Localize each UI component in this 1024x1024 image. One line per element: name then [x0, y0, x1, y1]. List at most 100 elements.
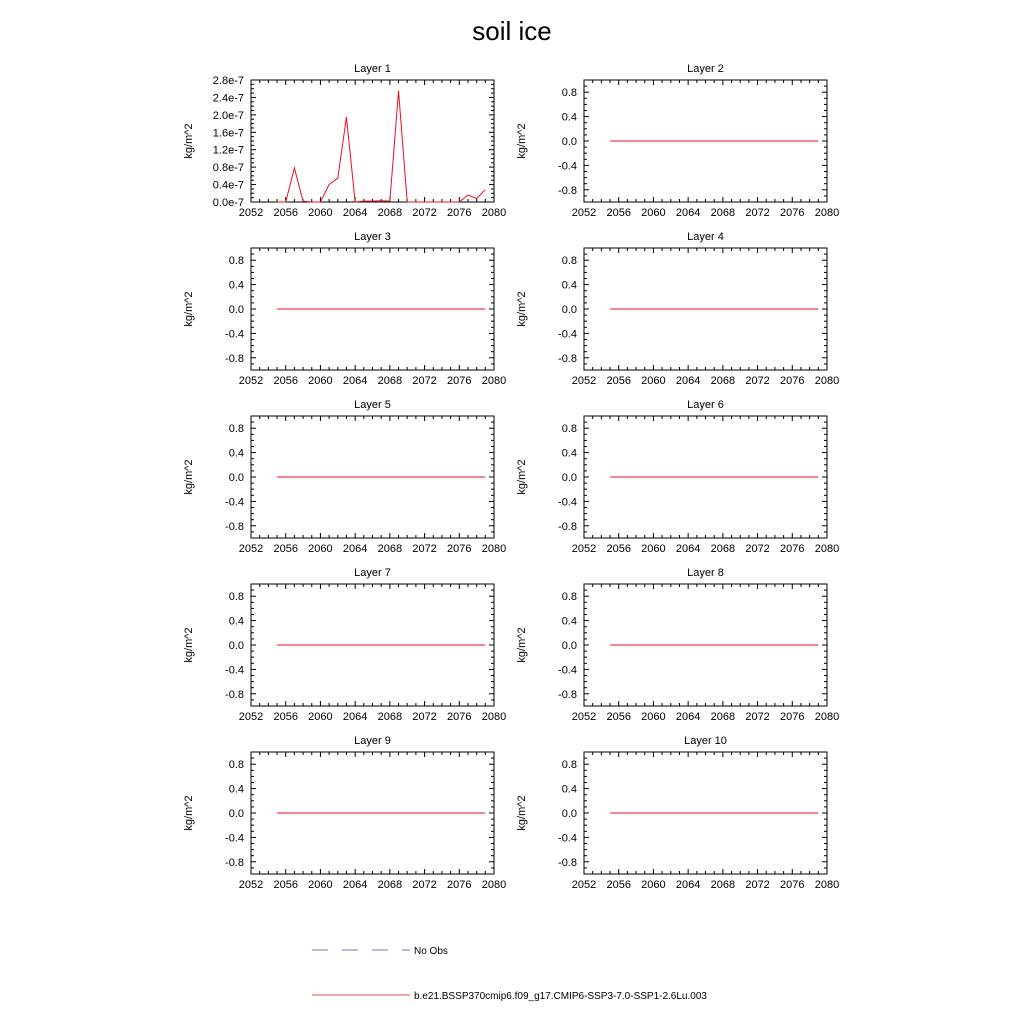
x-tick-label: 2080 — [815, 207, 839, 219]
y-tick-label: 0.4e-7 — [213, 180, 244, 192]
panel-layer-1: Layer 1 kg/m^2 2052 2056 2060 2064 2068 2072 207… — [183, 63, 506, 219]
y-tick-label: 0.4 — [229, 280, 244, 292]
x-tick-label: 2064 — [676, 879, 700, 891]
x-tick-label: 2076 — [780, 375, 804, 387]
panel-title: Layer 5 — [354, 399, 391, 411]
y-axis-label: kg/m^2 — [516, 459, 528, 494]
panel-title: Layer 3 — [354, 231, 391, 243]
y-tick-label: -0.8 — [558, 185, 577, 197]
series-line-model — [277, 90, 486, 203]
y-tick-label: -0.8 — [558, 521, 577, 533]
panel-title: Layer 8 — [687, 567, 724, 579]
x-tick-label: 2056 — [273, 879, 297, 891]
x-tick-label: 2076 — [780, 543, 804, 555]
x-tick-label: 2080 — [815, 879, 839, 891]
x-tick-label: 2056 — [273, 543, 297, 555]
x-tick-label: 2080 — [815, 543, 839, 555]
x-tick-label: 2072 — [745, 879, 769, 891]
y-tick-label: -0.8 — [225, 353, 244, 365]
x-tick-label: 2056 — [273, 207, 297, 219]
x-tick-label: 2060 — [641, 543, 665, 555]
x-tick-label: 2072 — [745, 375, 769, 387]
y-tick-label: 0.8 — [229, 423, 244, 435]
x-tick-label: 2052 — [572, 375, 596, 387]
y-tick-label: -0.8 — [558, 857, 577, 869]
panel-layer-7: Layer 7 kg/m^2 2052 2056 2060 2064 2068 2072 207… — [183, 567, 506, 723]
x-tick-label: 2056 — [273, 375, 297, 387]
y-axis-label: kg/m^2 — [183, 123, 195, 158]
y-tick-label: -0.8 — [225, 689, 244, 701]
x-tick-label: 2076 — [447, 375, 471, 387]
panel-title: Layer 10 — [684, 735, 727, 747]
x-tick-label: 2080 — [482, 543, 506, 555]
legend: No Obs b.e21.BSSP370cmip6.f09_g17.CMIP6-S… — [312, 946, 707, 1002]
x-tick-label: 2076 — [447, 711, 471, 723]
panel-title: Layer 6 — [687, 399, 724, 411]
x-tick-label: 2060 — [308, 375, 332, 387]
x-tick-label: 2080 — [815, 711, 839, 723]
y-tick-label: 0.4 — [562, 616, 577, 628]
y-axis-label: kg/m^2 — [516, 291, 528, 326]
y-axis-label: kg/m^2 — [516, 795, 528, 830]
x-tick-label: 2052 — [239, 711, 263, 723]
y-tick-label: 0.4 — [229, 616, 244, 628]
y-axis-label: kg/m^2 — [183, 795, 195, 830]
x-tick-label: 2060 — [308, 543, 332, 555]
x-tick-label: 2072 — [745, 711, 769, 723]
legend-label-obs: No Obs — [414, 946, 448, 957]
y-tick-label: 0.4 — [229, 784, 244, 796]
x-tick-label: 2072 — [412, 711, 436, 723]
x-tick-label: 2060 — [641, 207, 665, 219]
x-tick-label: 2052 — [239, 207, 263, 219]
y-tick-label: -0.4 — [225, 664, 244, 676]
panel-layer-6: Layer 6 kg/m^2 2052 2056 2060 2064 2068 2072 207… — [516, 399, 839, 555]
x-tick-label: 2068 — [378, 207, 402, 219]
y-axis-label: kg/m^2 — [516, 123, 528, 158]
x-tick-label: 2064 — [343, 375, 367, 387]
x-tick-label: 2056 — [606, 711, 630, 723]
y-tick-label: 2.8e-7 — [213, 75, 244, 87]
y-tick-label: 0.0 — [229, 808, 244, 820]
x-tick-label: 2060 — [641, 711, 665, 723]
panel-layer-9: Layer 9 kg/m^2 2052 2056 2060 2064 2068 2072 207… — [183, 735, 506, 891]
x-tick-label: 2076 — [447, 543, 471, 555]
y-tick-label: -0.4 — [558, 328, 577, 340]
y-tick-label: 0.8 — [562, 87, 577, 99]
y-axis-label: kg/m^2 — [183, 627, 195, 662]
x-tick-label: 2072 — [412, 207, 436, 219]
panel-title: Layer 9 — [354, 735, 391, 747]
y-tick-label: -0.8 — [225, 857, 244, 869]
x-tick-label: 2064 — [676, 543, 700, 555]
y-tick-label: 1.2e-7 — [213, 145, 244, 157]
y-tick-label: 0.4 — [562, 112, 577, 124]
plot-frame — [250, 79, 495, 203]
y-axis-label: kg/m^2 — [516, 627, 528, 662]
x-tick-label: 2068 — [378, 375, 402, 387]
x-tick-label: 2072 — [745, 543, 769, 555]
y-tick-label: 0.4 — [562, 448, 577, 460]
x-tick-label: 2064 — [343, 711, 367, 723]
y-tick-label: 2.4e-7 — [213, 92, 244, 104]
x-tick-label: 2064 — [343, 207, 367, 219]
y-tick-label: 0.4 — [562, 280, 577, 292]
x-tick-label: 2052 — [239, 543, 263, 555]
panel-layer-8: Layer 8 kg/m^2 2052 2056 2060 2064 2068 2072 207… — [516, 567, 839, 723]
y-tick-label: 0.4 — [562, 784, 577, 796]
x-tick-label: 2064 — [676, 207, 700, 219]
x-tick-label: 2080 — [482, 207, 506, 219]
x-tick-label: 2068 — [711, 375, 735, 387]
panel-title: Layer 1 — [354, 63, 391, 75]
y-tick-label: 0.0 — [229, 640, 244, 652]
y-tick-label: -0.8 — [558, 353, 577, 365]
x-tick-label: 2080 — [815, 375, 839, 387]
x-tick-label: 2052 — [239, 879, 263, 891]
y-tick-label: 0.8 — [562, 759, 577, 771]
panel-title: Layer 4 — [687, 231, 724, 243]
y-tick-label: 0.8 — [562, 591, 577, 603]
x-tick-label: 2076 — [780, 879, 804, 891]
y-tick-label: -0.4 — [225, 832, 244, 844]
x-tick-label: 2060 — [641, 375, 665, 387]
figure-title: soil ice — [472, 16, 552, 46]
y-tick-label: 0.8 — [562, 255, 577, 267]
